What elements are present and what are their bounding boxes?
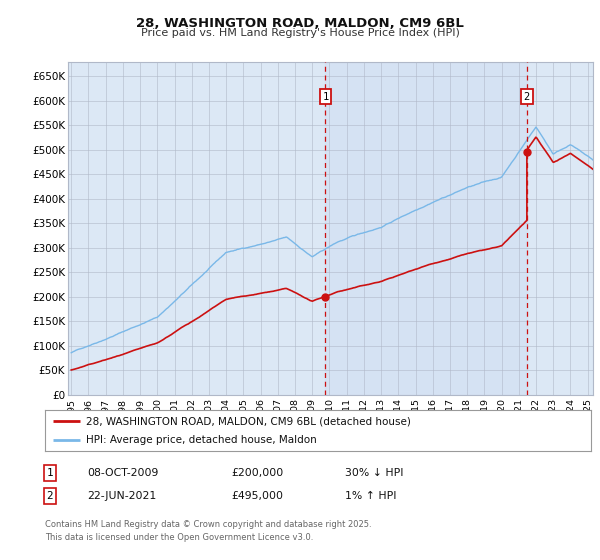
Text: £495,000: £495,000	[231, 491, 283, 501]
Text: 2: 2	[47, 491, 53, 501]
Text: 2: 2	[524, 92, 530, 101]
Text: 1: 1	[47, 468, 53, 478]
Text: 08-OCT-2009: 08-OCT-2009	[87, 468, 158, 478]
Bar	[325, 62, 527, 395]
Text: 1% ↑ HPI: 1% ↑ HPI	[345, 491, 397, 501]
Text: £200,000: £200,000	[231, 468, 283, 478]
Text: 28, WASHINGTON ROAD, MALDON, CM9 6BL (detached house): 28, WASHINGTON ROAD, MALDON, CM9 6BL (de…	[86, 417, 411, 426]
Text: 30% ↓ HPI: 30% ↓ HPI	[345, 468, 404, 478]
Text: Contains HM Land Registry data © Crown copyright and database right 2025.
This d: Contains HM Land Registry data © Crown c…	[45, 520, 371, 542]
Text: HPI: Average price, detached house, Maldon: HPI: Average price, detached house, Mald…	[86, 435, 317, 445]
Text: 28, WASHINGTON ROAD, MALDON, CM9 6BL: 28, WASHINGTON ROAD, MALDON, CM9 6BL	[136, 17, 464, 30]
Text: Price paid vs. HM Land Registry's House Price Index (HPI): Price paid vs. HM Land Registry's House …	[140, 28, 460, 38]
Text: 1: 1	[322, 92, 329, 101]
Text: 22-JUN-2021: 22-JUN-2021	[87, 491, 156, 501]
